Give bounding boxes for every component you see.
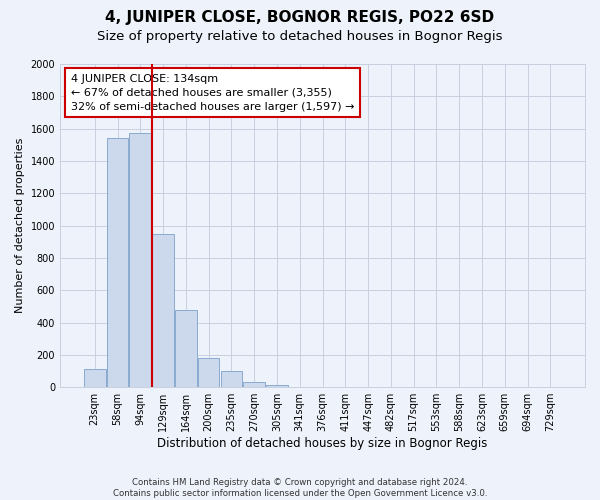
Bar bbox=[130, 134, 151, 387]
Bar bbox=[84, 370, 106, 387]
Bar bbox=[198, 358, 220, 387]
Bar bbox=[244, 382, 265, 387]
Bar bbox=[266, 385, 288, 387]
Bar bbox=[107, 138, 128, 387]
Text: 4, JUNIPER CLOSE, BOGNOR REGIS, PO22 6SD: 4, JUNIPER CLOSE, BOGNOR REGIS, PO22 6SD bbox=[106, 10, 494, 25]
X-axis label: Distribution of detached houses by size in Bognor Regis: Distribution of detached houses by size … bbox=[157, 437, 488, 450]
Text: 4 JUNIPER CLOSE: 134sqm
← 67% of detached houses are smaller (3,355)
32% of semi: 4 JUNIPER CLOSE: 134sqm ← 67% of detache… bbox=[71, 74, 354, 112]
Text: Size of property relative to detached houses in Bognor Regis: Size of property relative to detached ho… bbox=[97, 30, 503, 43]
Y-axis label: Number of detached properties: Number of detached properties bbox=[15, 138, 25, 314]
Bar bbox=[175, 310, 197, 387]
Bar bbox=[152, 234, 174, 387]
Text: Contains HM Land Registry data © Crown copyright and database right 2024.
Contai: Contains HM Land Registry data © Crown c… bbox=[113, 478, 487, 498]
Bar bbox=[221, 371, 242, 387]
